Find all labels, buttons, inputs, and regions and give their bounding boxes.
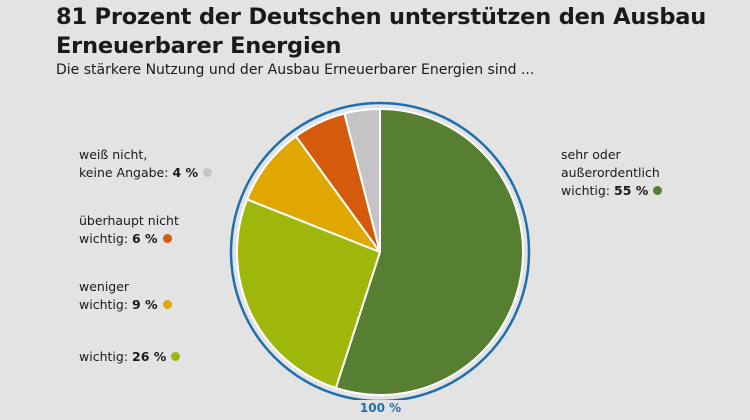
legend-text-line: wichtig: [561,183,611,198]
legend-value: 9 % [132,297,158,312]
chart-subtitle: Die stärkere Nutzung und der Ausbau Erne… [56,62,535,78]
legend-value: 55 % [614,183,649,198]
legend-label-wichtig: wichtig: 26 % [79,348,181,366]
legend-dot [171,352,181,361]
legend-text-line: weniger [79,279,130,294]
legend-label-sehr-wichtig: sehr oder außerordentlich wichtig: 55 % [561,146,663,200]
legend-value: 6 % [132,231,158,246]
pie-slice-sehr [334,108,524,396]
legend-dot [162,234,172,243]
total-label: 100 % [353,400,408,417]
legend-dot [162,300,172,309]
pie-slice-wichtig [236,198,381,389]
legend-text-line: wichtig: [79,349,129,364]
legend-label-weniger: weniger wichtig: 9 % [79,278,172,314]
legend-text-line: überhaupt nicht [79,213,179,228]
legend-label-weiss-nicht: weiß nicht, keine Angabe: 4 % [79,146,213,182]
legend-label-ueberhaupt-nicht: überhaupt nicht wichtig: 6 % [79,212,179,248]
legend-text-line: außerordentlich [561,165,660,180]
pie-slice-weniger [246,135,381,253]
legend-text-line: wichtig: [79,297,129,312]
legend-text-line: sehr oder [561,147,621,162]
pie-slice-weiss [343,108,381,253]
legend-dot [653,186,663,195]
legend-text-line: weiß nicht, [79,147,148,162]
legend-text-line: wichtig: [79,231,129,246]
legend-text-line: keine Angabe: [79,165,169,180]
chart-title: 81 Prozent der Deutschen unterstützen de… [56,4,707,59]
legend-value: 4 % [172,165,199,180]
legend-value: 26 % [132,349,167,364]
legend-dot [203,168,213,177]
